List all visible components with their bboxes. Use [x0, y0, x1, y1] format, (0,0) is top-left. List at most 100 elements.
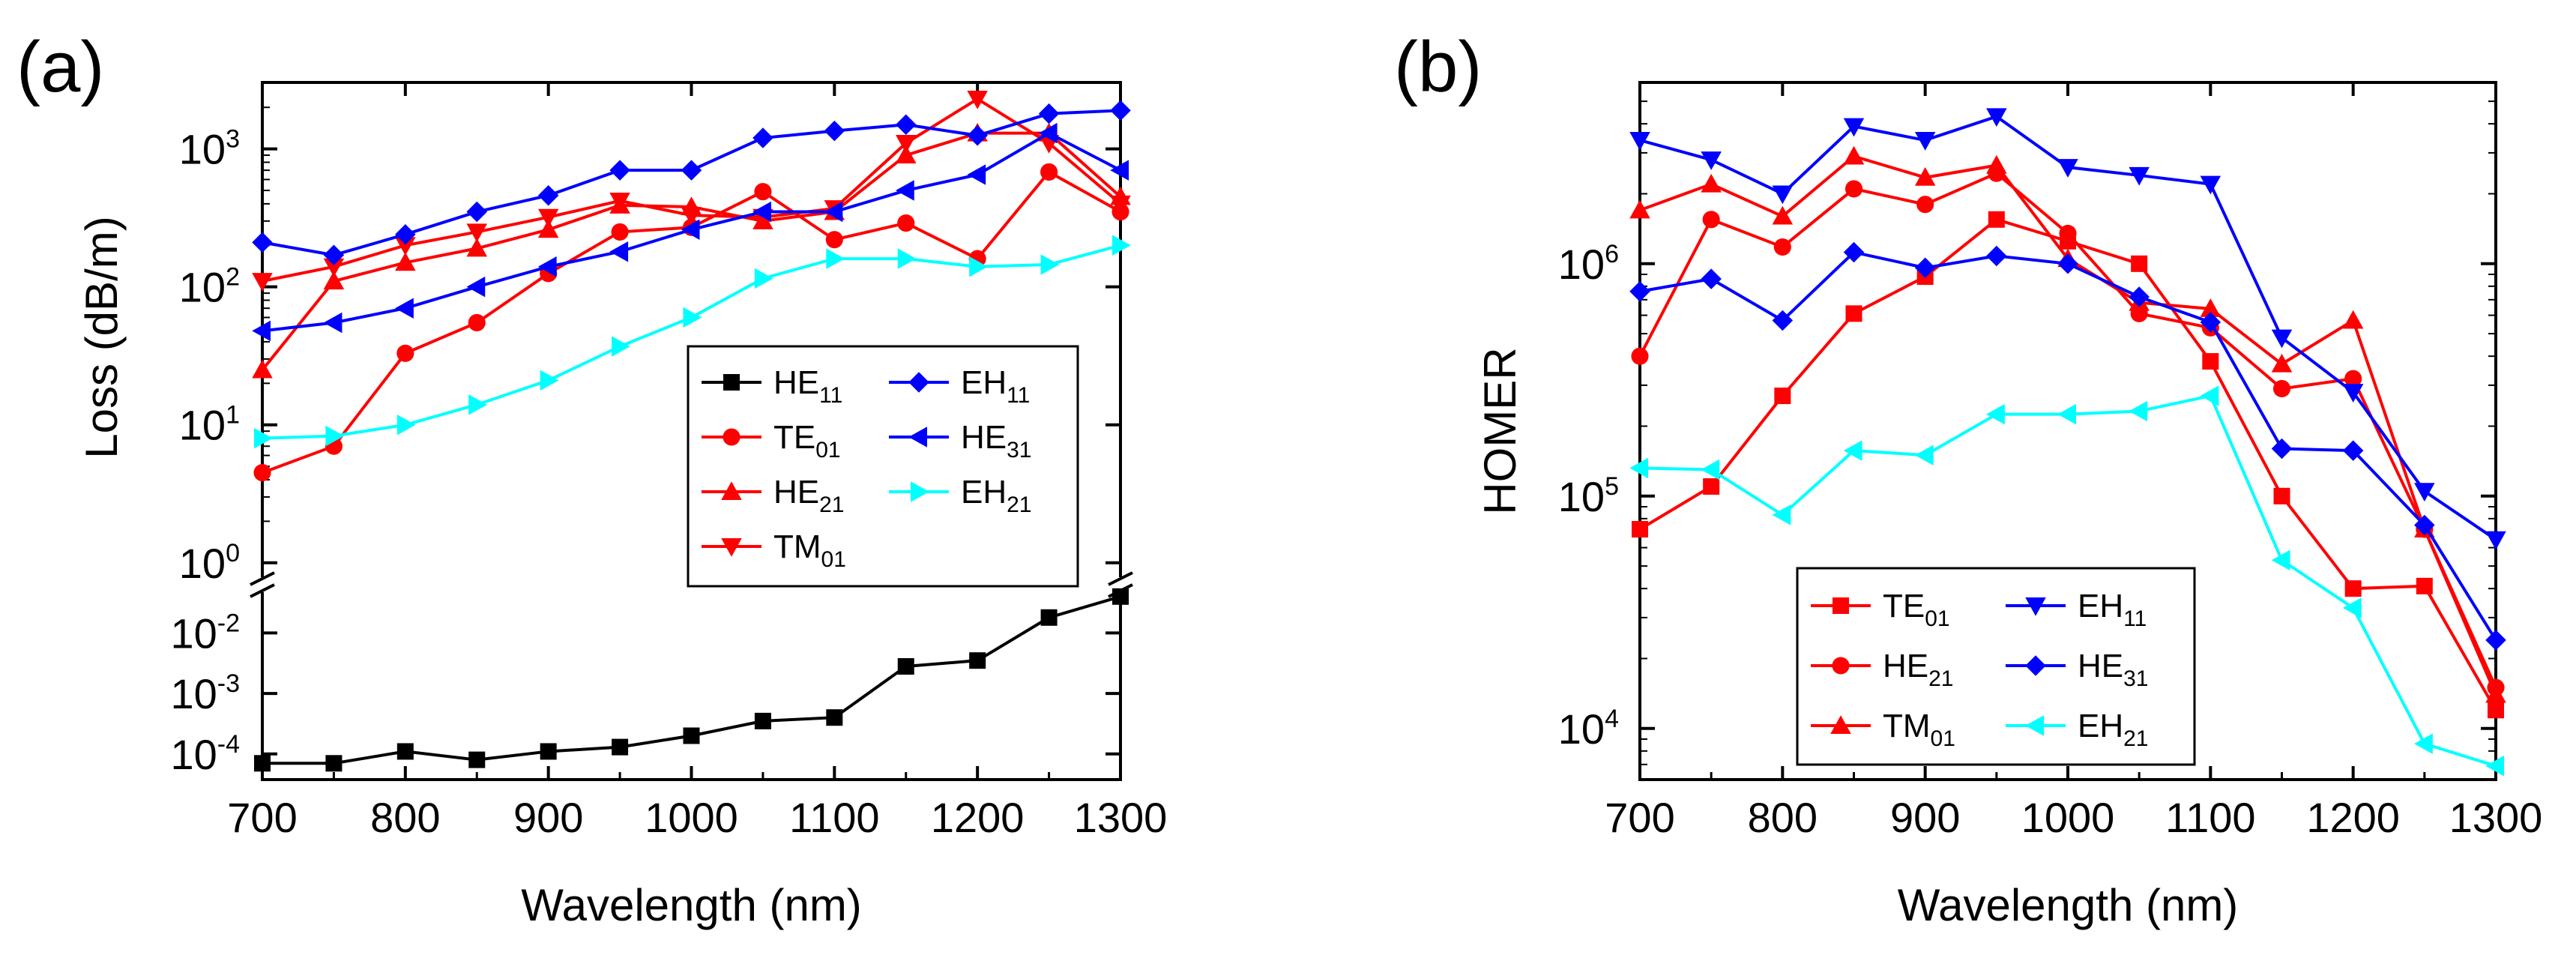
data-point-TE01: [825, 231, 843, 249]
data-point-EH11: [2129, 166, 2150, 186]
x-axis-title: Wavelength (nm): [521, 880, 862, 930]
data-point-TM01: [1772, 205, 1794, 225]
y-tick-label: 10-3: [170, 669, 240, 717]
data-point-HE31: [2271, 438, 2293, 460]
data-point-EH21: [1629, 457, 1648, 479]
y-tick-label: 100: [179, 539, 240, 587]
data-point-TM01: [252, 273, 273, 292]
data-point-TM01: [1843, 145, 1865, 165]
data-point-EH11: [2200, 175, 2221, 195]
data-point-HE21: [1773, 238, 1791, 256]
legend-swatch-marker: [723, 428, 740, 446]
data-point-TM01: [681, 207, 702, 226]
data-point-HE21: [2059, 224, 2077, 242]
data-point-HE31: [466, 276, 486, 298]
data-point-TM01: [967, 91, 988, 109]
data-point-HE31: [395, 298, 414, 319]
data-point-HE31: [2485, 630, 2506, 651]
x-tick-label: 1000: [645, 794, 738, 841]
data-point-EH21: [1914, 445, 1934, 466]
data-point-TM01: [323, 258, 345, 277]
legend-label: EH11: [2078, 588, 2147, 631]
data-point-EH11: [609, 160, 630, 181]
legend-label: EH21: [2078, 708, 2149, 751]
legend-swatch-marker: [2025, 715, 2044, 736]
data-point-EH21: [396, 414, 416, 436]
data-point-TE01: [1774, 388, 1791, 405]
data-point-EH21: [683, 307, 702, 328]
legend-swatch-marker: [908, 427, 927, 448]
data-point-HE21: [1702, 211, 1720, 229]
data-point-TM01: [537, 208, 559, 228]
data-point-HE21: [395, 252, 416, 271]
data-point-HE31: [2200, 312, 2221, 333]
data-point-TM01: [1629, 199, 1650, 219]
data-point-HE21: [896, 145, 917, 164]
data-point-HE31: [1629, 280, 1650, 302]
data-point-HE11: [612, 738, 629, 756]
data-point-HE11: [1112, 588, 1129, 605]
y-tick-label: 104: [1558, 705, 1619, 753]
data-point-EH21: [254, 427, 273, 449]
legend-label: TE01: [773, 419, 841, 463]
data-point-HE31: [609, 241, 629, 262]
legend-label: HE11: [773, 364, 842, 408]
legend-swatch-marker: [911, 481, 929, 502]
data-point-EH11: [1110, 100, 1131, 121]
data-point-HE31: [252, 320, 271, 342]
data-point-EH21: [325, 425, 345, 447]
legend-label: HE31: [2078, 648, 2149, 691]
y-tick-label: 102: [179, 263, 240, 311]
data-point-EH11: [395, 223, 416, 245]
data-point-TE01: [611, 223, 629, 241]
data-point-TM01: [1914, 167, 1936, 186]
data-point-EH21: [1040, 254, 1060, 275]
data-point-EH11: [323, 244, 345, 266]
data-point-EH11: [2342, 384, 2364, 403]
data-point-HE11: [826, 709, 843, 726]
plot-frame-lower: [261, 592, 1122, 781]
data-point-EH11: [967, 125, 988, 146]
data-point-HE31: [2342, 440, 2364, 461]
data-point-EH11: [1914, 132, 1936, 151]
data-point-EH21: [2200, 385, 2219, 406]
data-point-EH11: [2414, 483, 2435, 501]
x-tick-label: 900: [1890, 794, 1960, 841]
y-axis-title: Loss (dB/m): [76, 216, 127, 458]
data-point-TE01: [1703, 478, 1720, 495]
data-point-EH21: [2342, 597, 2362, 618]
x-tick-label: 1000: [2021, 794, 2115, 841]
data-point-EH11: [1986, 108, 2007, 127]
x-tick-label: 800: [370, 794, 440, 841]
data-point-HE11: [897, 658, 914, 675]
data-point-HE21: [1844, 180, 1863, 198]
legend-label: HE31: [961, 419, 1032, 463]
data-point-HE31: [824, 201, 843, 223]
data-point-TM01: [896, 135, 917, 154]
data-point-HE21: [1916, 196, 1934, 214]
legend-swatch-marker: [723, 374, 740, 391]
data-point-TE01: [2273, 487, 2290, 504]
data-point-TE01: [1845, 305, 1862, 322]
data-point-HE31: [537, 256, 557, 277]
data-point-EH11: [896, 114, 917, 135]
data-point-HE31: [1986, 245, 2007, 267]
data-point-EH21: [897, 248, 917, 269]
data-point-HE21: [2272, 379, 2291, 398]
data-point-TM01: [1110, 195, 1131, 214]
data-point-EH21: [2057, 403, 2076, 425]
x-tick-label: 1100: [789, 794, 879, 841]
x-tick-label: 1200: [2306, 794, 2400, 841]
data-point-TE01: [396, 344, 414, 362]
data-point-EH21: [826, 248, 845, 269]
data-point-TM01: [2342, 310, 2364, 329]
series-line-EH11: [1639, 115, 2497, 541]
legend-swatch-marker: [1830, 715, 1851, 734]
data-point-HE31: [1772, 310, 1794, 331]
data-point-EH21: [969, 256, 988, 277]
y-tick-label: 10-2: [170, 609, 240, 657]
data-point-EH11: [681, 160, 702, 181]
chart-panel-b: 700 800 900 1000 1100 1200 1300 106 105 104 Wavele…: [1394, 27, 2542, 930]
y-tick-label: 101: [179, 401, 240, 449]
data-point-HE11: [468, 751, 486, 768]
